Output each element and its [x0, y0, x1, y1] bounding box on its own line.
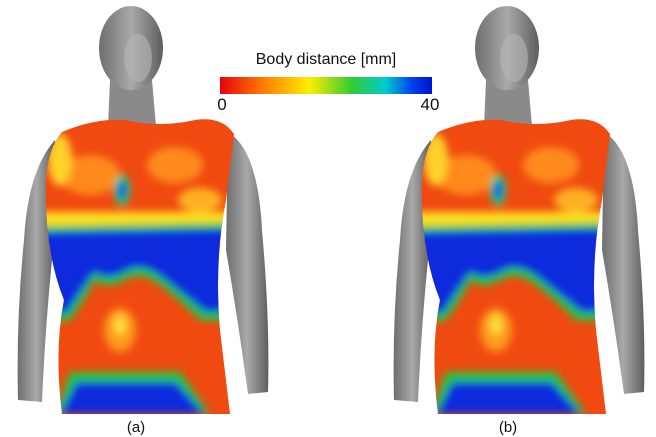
page: Body distance [mm] 0 40 (a) (b) (() => {… [0, 0, 656, 437]
colorbar [220, 77, 432, 94]
colorbar-max: 40 [421, 95, 440, 114]
colorbar-title: Body distance [mm] [256, 51, 397, 68]
caption: (a) [127, 419, 145, 436]
figure: Body distance [mm] 0 40 (a) (b) [0, 0, 656, 437]
caption: (b) [499, 419, 517, 436]
colorbar-min: 0 [217, 95, 226, 114]
mannequin-b [394, 6, 645, 420]
mannequin-a [18, 6, 269, 420]
